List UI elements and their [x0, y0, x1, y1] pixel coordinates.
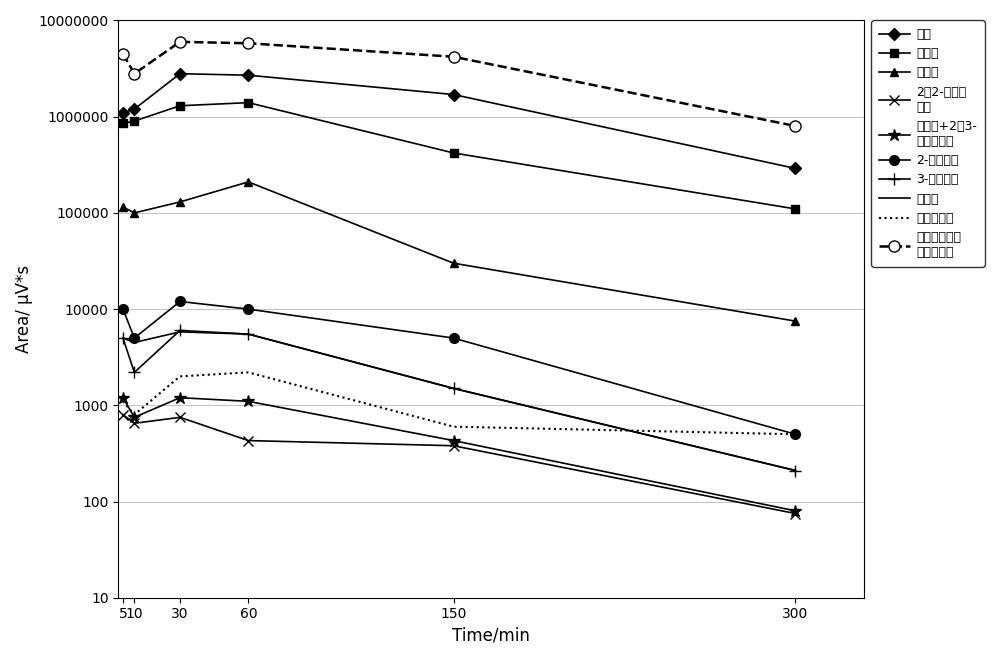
2，2-二甲基
丁烷: [117, 411, 129, 418]
环戊烷+2，3-
二甲基丁烷: [242, 397, 254, 405]
同一吸附时间
的吸附总量: [128, 70, 140, 78]
Line: 丙烷: 丙烷: [119, 69, 800, 172]
Line: 2，2-二甲基
丁烷: 2，2-二甲基 丁烷: [118, 410, 800, 518]
正己烷: [242, 330, 254, 338]
Line: 甲基环戊烷: 甲基环戊烷: [123, 372, 795, 434]
2，2-二甲基
丁烷: [242, 437, 254, 445]
Line: 同一吸附时间
的吸附总量: 同一吸附时间 的吸附总量: [117, 36, 801, 131]
环戊烷+2，3-
二甲基丁烷: [174, 394, 186, 402]
3-甲基戊烷: [789, 467, 801, 475]
环戊烷+2，3-
二甲基丁烷: [117, 394, 129, 402]
2-甲基戊烷: [448, 334, 460, 342]
正丁烷: [174, 102, 186, 110]
2-甲基戊烷: [117, 305, 129, 313]
正己烷: [448, 384, 460, 392]
正己烷: [789, 467, 801, 475]
3-甲基戊烷: [174, 327, 186, 335]
同一吸附时间
的吸附总量: [789, 122, 801, 130]
甲基环戊烷: [117, 397, 129, 405]
正己烷: [174, 328, 186, 336]
正戊烷: [174, 198, 186, 206]
2-甲基戊烷: [242, 305, 254, 313]
正丁烷: [128, 117, 140, 125]
环戊烷+2，3-
二甲基丁烷: [128, 413, 140, 421]
2-甲基戊烷: [789, 430, 801, 438]
2，2-二甲基
丁烷: [789, 510, 801, 517]
甲基环戊烷: [789, 430, 801, 438]
正戊烷: [242, 178, 254, 186]
2，2-二甲基
丁烷: [174, 413, 186, 421]
3-甲基戊烷: [242, 330, 254, 338]
Line: 2-甲基戊烷: 2-甲基戊烷: [118, 296, 800, 439]
环戊烷+2，3-
二甲基丁烷: [448, 437, 460, 445]
同一吸附时间
的吸附总量: [174, 38, 186, 46]
甲基环戊烷: [174, 372, 186, 380]
正己烷: [128, 339, 140, 346]
甲基环戊烷: [448, 422, 460, 430]
正丁烷: [117, 119, 129, 127]
丙烷: [789, 164, 801, 172]
3-甲基戊烷: [117, 334, 129, 342]
环戊烷+2，3-
二甲基丁烷: [789, 507, 801, 515]
甲基环戊烷: [242, 368, 254, 376]
2-甲基戊烷: [174, 298, 186, 306]
同一吸附时间
的吸附总量: [448, 53, 460, 61]
丙烷: [117, 109, 129, 117]
Line: 环戊烷+2，3-
二甲基丁烷: 环戊烷+2，3- 二甲基丁烷: [117, 391, 802, 517]
正戊烷: [448, 259, 460, 267]
Line: 正戊烷: 正戊烷: [119, 178, 800, 325]
同一吸附时间
的吸附总量: [242, 40, 254, 48]
3-甲基戊烷: [448, 384, 460, 392]
正戊烷: [789, 317, 801, 325]
Legend: 丙烷, 正丁烷, 正戊烷, 2，2-二甲基
丁烷, 环戊烷+2，3-
二甲基丁烷, 2-甲基戊烷, 3-甲基戊烷, 正己烷, 甲基环戊烷, 同一吸附时间
的吸附: 丙烷, 正丁烷, 正戊烷, 2，2-二甲基 丁烷, 环戊烷+2，3- 二甲基丁烷…: [871, 20, 985, 267]
2，2-二甲基
丁烷: [128, 419, 140, 427]
丙烷: [242, 71, 254, 79]
同一吸附时间
的吸附总量: [117, 50, 129, 58]
2，2-二甲基
丁烷: [448, 442, 460, 449]
正戊烷: [128, 209, 140, 217]
3-甲基戊烷: [128, 368, 140, 376]
丙烷: [448, 90, 460, 98]
X-axis label: Time/min: Time/min: [452, 627, 530, 645]
正己烷: [117, 334, 129, 342]
2-甲基戊烷: [128, 334, 140, 342]
甲基环戊烷: [128, 411, 140, 418]
丙烷: [128, 105, 140, 113]
Line: 正丁烷: 正丁烷: [119, 98, 800, 213]
Y-axis label: Area/ μV*s: Area/ μV*s: [15, 265, 33, 353]
正戊烷: [117, 203, 129, 211]
Line: 正己烷: 正己烷: [123, 332, 795, 471]
正丁烷: [448, 149, 460, 157]
正丁烷: [242, 99, 254, 107]
Line: 3-甲基戊烷: 3-甲基戊烷: [117, 324, 802, 477]
丙烷: [174, 70, 186, 78]
正丁烷: [789, 205, 801, 213]
